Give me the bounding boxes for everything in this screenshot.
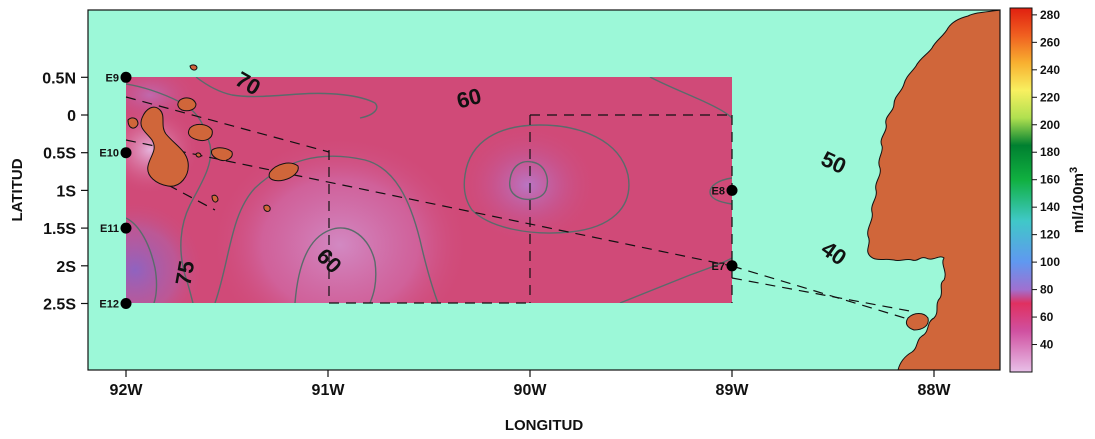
station-e8: E8: [712, 184, 738, 197]
colorbar-tick-label: 80: [1040, 283, 1054, 297]
station-label: E7: [712, 261, 725, 273]
contour-line: [649, 77, 732, 119]
track-lines: [125, 96, 919, 323]
station-marker: [726, 184, 738, 196]
station-e10: E10: [99, 147, 132, 160]
colorbar: 40 60 80 100 120 140 160 180 200 220 240 260 280 ml/…: [1009, 7, 1087, 373]
contour-line: [195, 77, 378, 119]
colorbar-tick-label: 200: [1040, 118, 1060, 132]
contour-line: [294, 227, 377, 303]
station-e11: E11: [100, 222, 132, 235]
station-label: E10: [99, 148, 119, 160]
colorbar-gradient: [1009, 7, 1033, 373]
contour-lines: [126, 77, 732, 303]
colorbar-title-main: ml/100m: [1070, 173, 1087, 233]
colorbar-tick-label: 280: [1040, 8, 1060, 22]
station-e7: E7: [712, 260, 738, 273]
station-e12: E12: [99, 298, 132, 311]
contour-line: [126, 217, 158, 303]
x-tick-label: 92W: [110, 382, 144, 399]
station-e9: E9: [106, 71, 132, 84]
contour-line: [126, 83, 212, 303]
colorbar-tick-label: 140: [1040, 200, 1060, 214]
track-line: [731, 265, 919, 323]
galapagos-islands: [127, 64, 299, 212]
track-line: [125, 96, 330, 153]
station-label: E9: [106, 72, 119, 84]
puna-island: [905, 313, 929, 331]
small-islet: [211, 194, 219, 203]
station-marker: [120, 147, 132, 159]
colorbar-tick-label: 220: [1040, 90, 1060, 104]
colorbar-tick-label: 100: [1040, 255, 1060, 269]
y-tick-label: 0: [67, 108, 76, 125]
contour-line: [463, 124, 630, 234]
contour-line: [508, 160, 549, 201]
colorbar-tick-label: 180: [1040, 145, 1060, 159]
colorbar-tick-label: 60: [1040, 310, 1054, 324]
contour-line: [214, 155, 439, 303]
colorbar-title-superscript: 3: [1068, 167, 1080, 173]
colorbar-tick-label: 240: [1040, 63, 1060, 77]
y-tick-label: 2.5S: [43, 297, 76, 314]
y-axis: 0.5N 0 0.5S 1S 1.5S 2S 2.5S: [42, 70, 88, 314]
track-line: [167, 184, 216, 211]
colorbar-tick-label: 160: [1040, 173, 1060, 187]
isabela-island: [140, 106, 189, 187]
marchena-island: [189, 64, 198, 71]
track-line: [731, 277, 916, 313]
track-line: [125, 139, 733, 267]
fernandina-island: [127, 117, 139, 129]
x-tick-label: 91W: [312, 382, 346, 399]
x-tick-label: 88W: [918, 382, 952, 399]
station-marker: [120, 298, 132, 309]
station-marker: [726, 260, 738, 272]
y-tick-label: 2S: [56, 259, 76, 276]
y-tick-label: 1S: [56, 183, 76, 200]
san-cristobal-island: [211, 147, 233, 161]
santiago-island: [177, 97, 197, 112]
y-tick-label: 1.5S: [43, 221, 76, 238]
y-tick-label: 0.5N: [42, 70, 76, 87]
colorbar-tick-label: 120: [1040, 228, 1060, 242]
x-tick-label: 89W: [716, 382, 750, 399]
y-axis-title: LATITUD: [9, 158, 26, 221]
contour-line: [619, 257, 732, 303]
station-label: E11: [100, 223, 119, 235]
field-high-e5: [458, 125, 598, 245]
colorbar-ticks: 40 60 80 100 120 140 160 180 200 220 240 260 280: [1032, 8, 1060, 352]
colorbar-tick-label: 260: [1040, 35, 1060, 49]
x-axis-title: LONGITUD: [505, 417, 583, 434]
station-marker: [120, 71, 132, 83]
x-axis: 92W91W90W89W88W87W86W85W84W83W82W81W80W7…: [110, 370, 952, 399]
contour-line: [709, 177, 732, 205]
espanola-island: [268, 162, 299, 182]
santa-cruz-island: [187, 123, 213, 141]
contour-label: 75: [171, 259, 200, 287]
x-tick-label: 90W: [514, 382, 548, 399]
stations: E1E2E3E4E5E6E7E8E9E10E11E12: [99, 71, 738, 311]
station-marker: [120, 222, 132, 234]
colorbar-title: ml/100m3: [1068, 167, 1087, 233]
station-label: E12: [99, 299, 119, 311]
colorbar-tick-label: 40: [1040, 338, 1054, 352]
station-label: E8: [712, 185, 725, 197]
y-tick-label: 0.5S: [43, 146, 76, 163]
small-islet: [195, 152, 202, 158]
mainland-coast: [867, 9, 1001, 371]
small-islet: [263, 204, 271, 212]
